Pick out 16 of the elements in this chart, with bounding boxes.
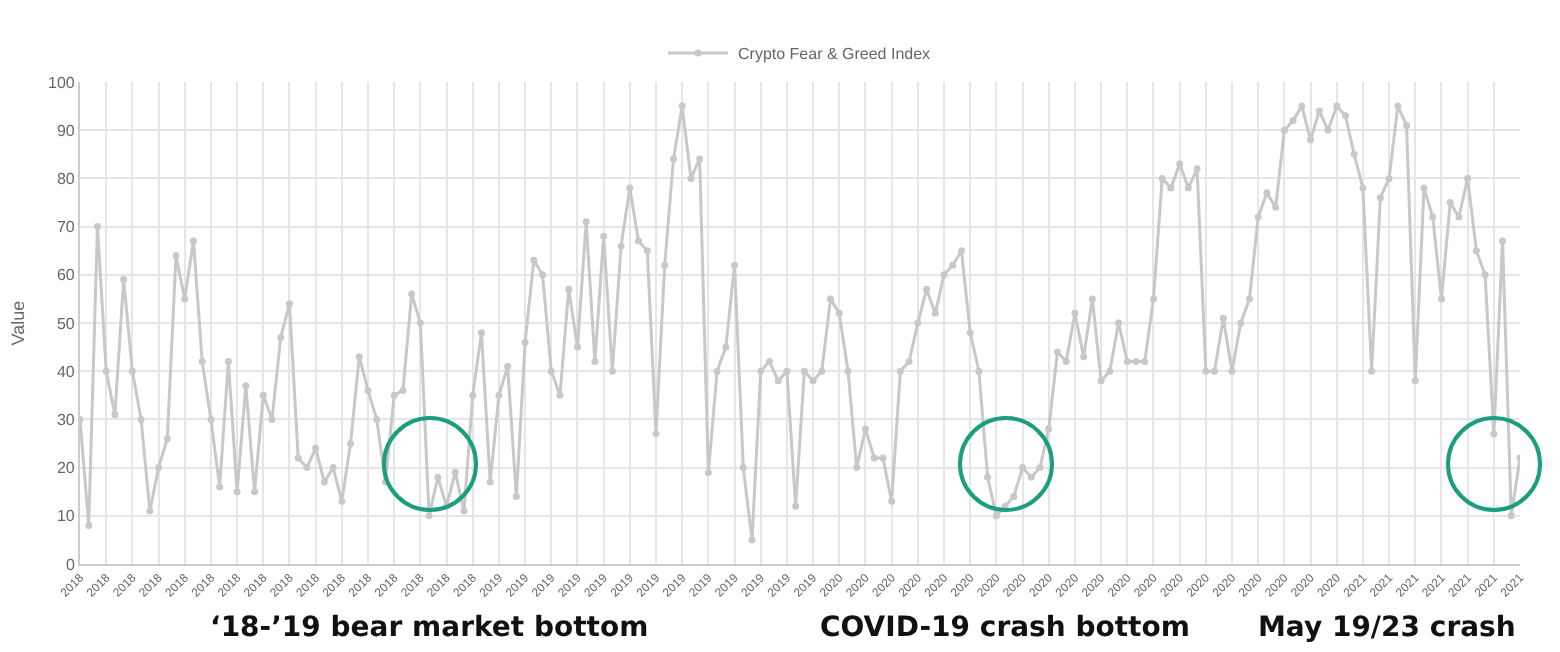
text: COVID-19 crash bottom xyxy=(820,612,1190,644)
y-tick-label: 40 xyxy=(56,362,76,381)
legend-label: Crypto Fear & Greed Index xyxy=(738,45,931,64)
text: May 19/23 crash xyxy=(1258,612,1516,644)
y-tick-label: 60 xyxy=(56,266,76,285)
y-tick-label: 30 xyxy=(56,411,76,429)
y-tick-label: 70 xyxy=(56,218,76,237)
y-tick-label: 10 xyxy=(56,507,76,526)
y-tick-label: 90 xyxy=(56,121,76,140)
y-tick-label: 50 xyxy=(56,314,76,333)
y-tick-label: 80 xyxy=(56,170,76,188)
y-tick-label: 100 xyxy=(48,73,76,92)
y-tick-label: 20 xyxy=(56,459,76,478)
text: ‘18-’19 bear market bottom xyxy=(210,612,649,644)
y-axis-title: Value xyxy=(8,300,28,346)
y-tick-label: 0 xyxy=(65,555,76,574)
